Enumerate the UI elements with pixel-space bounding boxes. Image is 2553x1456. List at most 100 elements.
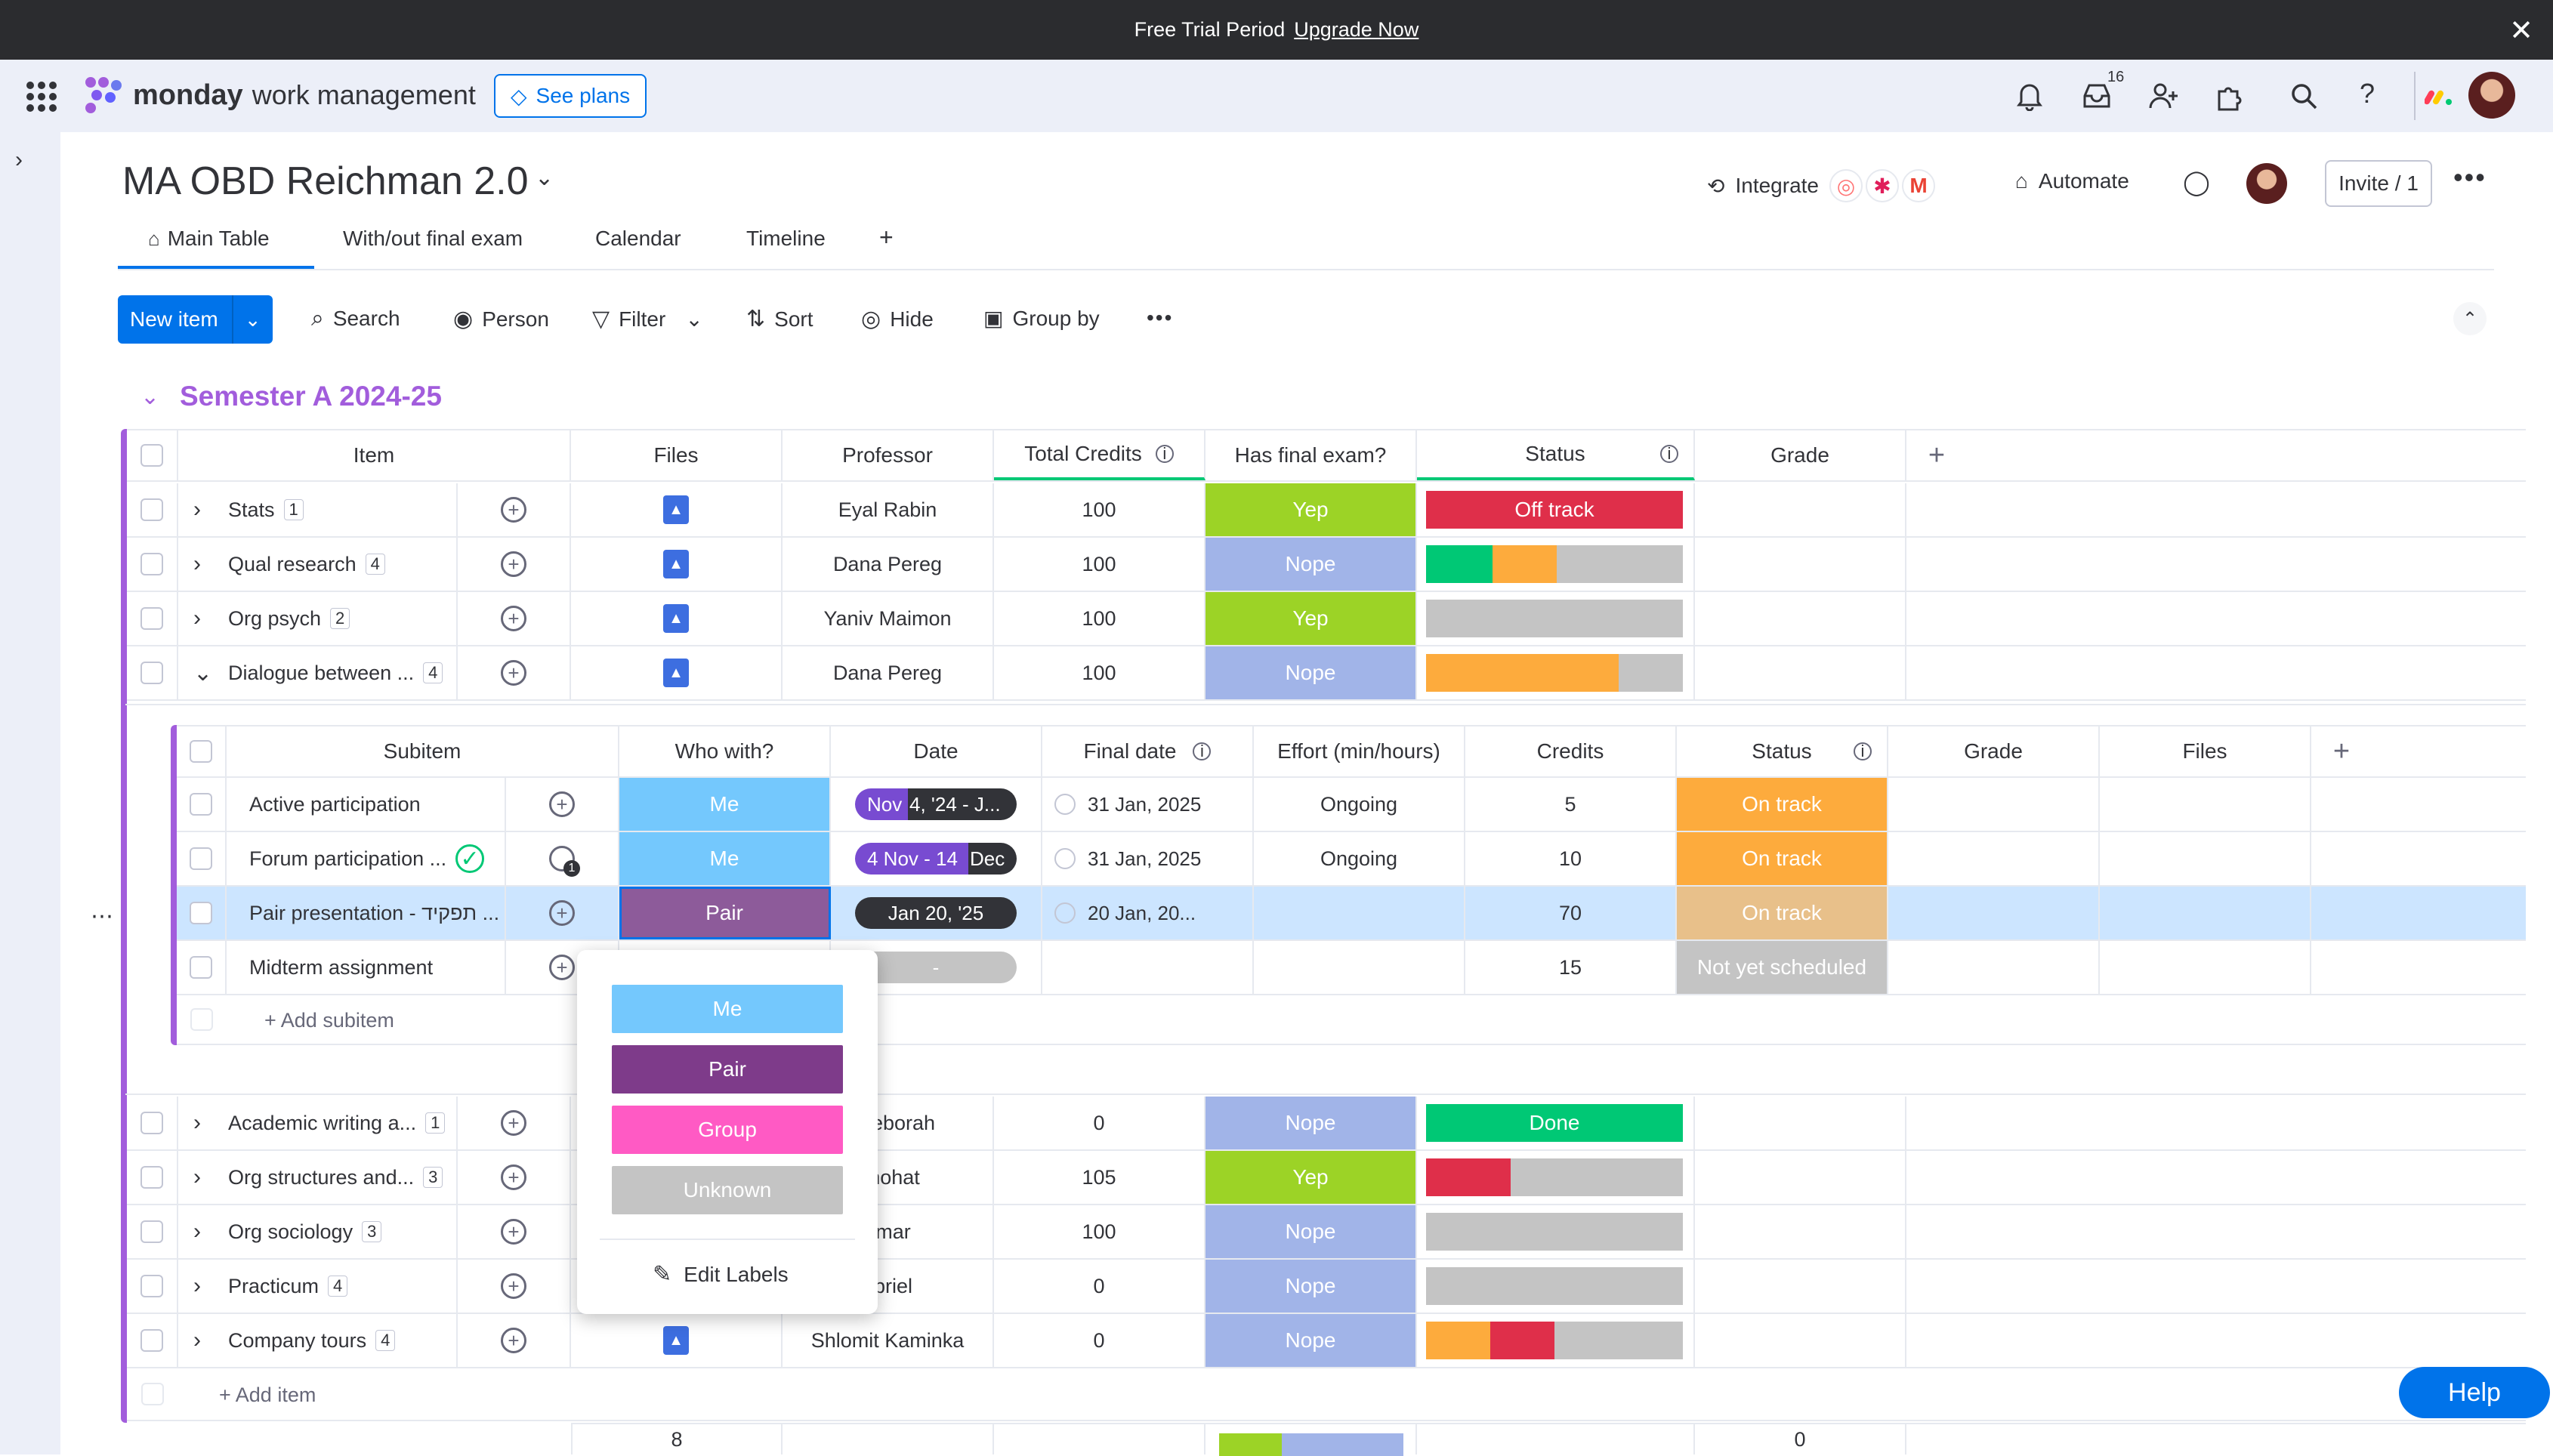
expand-subitems-icon[interactable]: ›	[193, 1219, 201, 1244]
total-credits-cell[interactable]: 105	[994, 1151, 1205, 1204]
status-cell[interactable]	[1417, 646, 1695, 699]
subitem-count-badge[interactable]: 3	[362, 1221, 382, 1242]
final-exam-cell[interactable]: Nope	[1205, 1097, 1417, 1149]
filter-chevron-icon[interactable]: ⌄	[685, 307, 703, 331]
final-date-checkbox[interactable]	[1054, 794, 1076, 815]
item-row[interactable]: › Org structures and... 3 + Shohat 105 Yep	[127, 1151, 2526, 1205]
add-column-button[interactable]: +	[1928, 439, 1946, 471]
subitem-updates-cell[interactable]: 1	[506, 832, 619, 885]
row-checkbox[interactable]	[140, 1275, 163, 1297]
collapse-header-icon[interactable]: ⌃	[2453, 302, 2487, 335]
professor-cell[interactable]: Shlomit Kaminka	[783, 1314, 994, 1367]
status-cell[interactable]	[1417, 1205, 1695, 1258]
total-credits-cell[interactable]: 100	[994, 646, 1205, 699]
subitem-checkbox[interactable]	[190, 956, 212, 979]
item-name-cell[interactable]: › Org psych 2	[178, 592, 458, 645]
subitem-files-cell[interactable]	[2100, 832, 2311, 885]
item-updates-cell[interactable]: +	[458, 1260, 571, 1313]
google-drive-file-icon[interactable]: ▲	[663, 495, 689, 524]
expand-subitems-icon[interactable]: ›	[193, 1110, 201, 1135]
row-checkbox[interactable]	[140, 553, 163, 575]
add-subitem-column-button[interactable]: +	[2332, 735, 2351, 767]
more-toolbar-icon[interactable]: •••	[1147, 306, 1174, 329]
final-exam-cell[interactable]: Nope	[1205, 538, 1417, 591]
add-update-icon[interactable]: +	[501, 1273, 526, 1299]
row-checkbox[interactable]	[140, 1329, 163, 1352]
integrations-icon[interactable]	[2215, 81, 2245, 115]
final-exam-cell[interactable]: Nope	[1205, 1260, 1417, 1313]
sub-column-header-files[interactable]: Files	[2100, 726, 2311, 776]
status-cell[interactable]	[1417, 1151, 1695, 1204]
final-exam-cell[interactable]: Nope	[1205, 1314, 1417, 1367]
subitem-grade-cell[interactable]	[1888, 778, 2100, 831]
expand-subitems-icon[interactable]: ›	[193, 497, 201, 522]
total-credits-cell[interactable]: 100	[994, 483, 1205, 536]
item-row[interactable]: › Org psych 2 + ▲ Yaniv Maimon 100 Yep	[127, 592, 2526, 646]
final-exam-cell[interactable]: Nope	[1205, 1205, 1417, 1258]
invite-button[interactable]: Invite / 1	[2325, 160, 2432, 207]
sub-column-header-final-date[interactable]: Final date i	[1042, 726, 1254, 776]
new-item-button[interactable]: New item ⌄	[118, 295, 273, 344]
add-update-icon[interactable]: +	[549, 955, 575, 980]
automate-button[interactable]: ⌂ Automate	[2015, 169, 2129, 193]
final-date-cell[interactable]: 31 Jan, 2025	[1042, 832, 1254, 885]
add-update-icon[interactable]: +	[501, 497, 526, 523]
add-subitem-button[interactable]: + Add subitem	[264, 1009, 394, 1032]
files-cell[interactable]: ▲	[571, 646, 783, 699]
subitem-updates-cell[interactable]: +	[506, 778, 619, 831]
item-updates-cell[interactable]: +	[458, 1097, 571, 1149]
sub-column-header-subitem[interactable]: Subitem	[227, 726, 619, 776]
professor-cell[interactable]: Eyal Rabin	[783, 483, 994, 536]
row-checkbox[interactable]	[140, 498, 163, 521]
item-row[interactable]: ⌄ Dialogue between ... 4 + ▲ Dana Pereg 100 Nop…	[127, 646, 2526, 701]
credits-cell[interactable]: 70	[1465, 887, 1677, 939]
grade-cell[interactable]	[1695, 1205, 1906, 1258]
credits-cell[interactable]: 10	[1465, 832, 1677, 885]
column-header-status[interactable]: Status i	[1417, 430, 1695, 480]
close-banner-icon[interactable]: ✕	[2509, 15, 2533, 47]
files-cell[interactable]: ▲	[571, 483, 783, 536]
subitem-count-badge[interactable]: 4	[375, 1330, 396, 1351]
professor-cell[interactable]: Dana Pereg	[783, 646, 994, 699]
subitem-row[interactable]: Forum participation ... ✓ 1 Me 4 Nov - 14 Dec…	[177, 832, 2526, 887]
subitem-grade-cell[interactable]	[1888, 941, 2100, 994]
date-range-pill[interactable]: Jan 20, '25	[855, 897, 1017, 929]
item-name-cell[interactable]: › Company tours 4	[178, 1314, 458, 1367]
professor-cell[interactable]: Dana Pereg	[783, 538, 994, 591]
status-cell[interactable]	[1417, 1260, 1695, 1313]
date-cell[interactable]: Nov 4, '24 - J...	[831, 778, 1042, 831]
grade-cell[interactable]	[1695, 483, 1906, 536]
google-drive-file-icon[interactable]: ▲	[663, 550, 689, 578]
option-group[interactable]: Group	[612, 1106, 843, 1154]
sub-column-header-status[interactable]: Status i	[1677, 726, 1888, 776]
notifications-icon[interactable]	[2015, 81, 2044, 115]
invite-members-icon[interactable]	[2148, 81, 2178, 115]
board-title[interactable]: MA OBD Reichman 2.0	[122, 159, 529, 203]
expand-sidebar-icon[interactable]: ›	[15, 147, 23, 172]
who-with-cell[interactable]: Me	[619, 778, 831, 831]
professor-cell[interactable]: Yaniv Maimon	[783, 592, 994, 645]
row-checkbox[interactable]	[140, 1220, 163, 1243]
group-collapse-icon[interactable]: ⌄	[140, 384, 160, 409]
who-with-cell[interactable]: Pair	[619, 887, 831, 939]
integrate-button[interactable]: ⟲ Integrate ◎ ✱ M	[1707, 169, 1935, 202]
subitem-count-badge[interactable]: 4	[365, 554, 385, 575]
item-updates-cell[interactable]: +	[458, 538, 571, 591]
google-drive-file-icon[interactable]: ▲	[663, 604, 689, 633]
final-exam-cell[interactable]: Yep	[1205, 1151, 1417, 1204]
subitem-row[interactable]: Active participation + Me Nov 4, '24 - J... 3…	[177, 778, 2526, 832]
add-view-button[interactable]: +	[879, 224, 894, 251]
subitem-files-cell[interactable]	[2100, 778, 2311, 831]
effort-cell[interactable]	[1254, 887, 1465, 939]
credits-cell[interactable]: 15	[1465, 941, 1677, 994]
effort-cell[interactable]	[1254, 941, 1465, 994]
subitem-count-badge[interactable]: 4	[328, 1276, 348, 1297]
final-date-cell[interactable]: 31 Jan, 2025	[1042, 778, 1254, 831]
inbox-icon[interactable]	[2082, 82, 2112, 113]
subitem-checkbox[interactable]	[190, 847, 212, 870]
add-update-icon[interactable]: +	[549, 791, 575, 817]
board-owner-avatar[interactable]	[2246, 163, 2287, 204]
row-checkbox[interactable]	[140, 1112, 163, 1134]
add-update-icon[interactable]: +	[501, 1110, 526, 1136]
new-item-dropdown-icon[interactable]: ⌄	[231, 295, 273, 344]
